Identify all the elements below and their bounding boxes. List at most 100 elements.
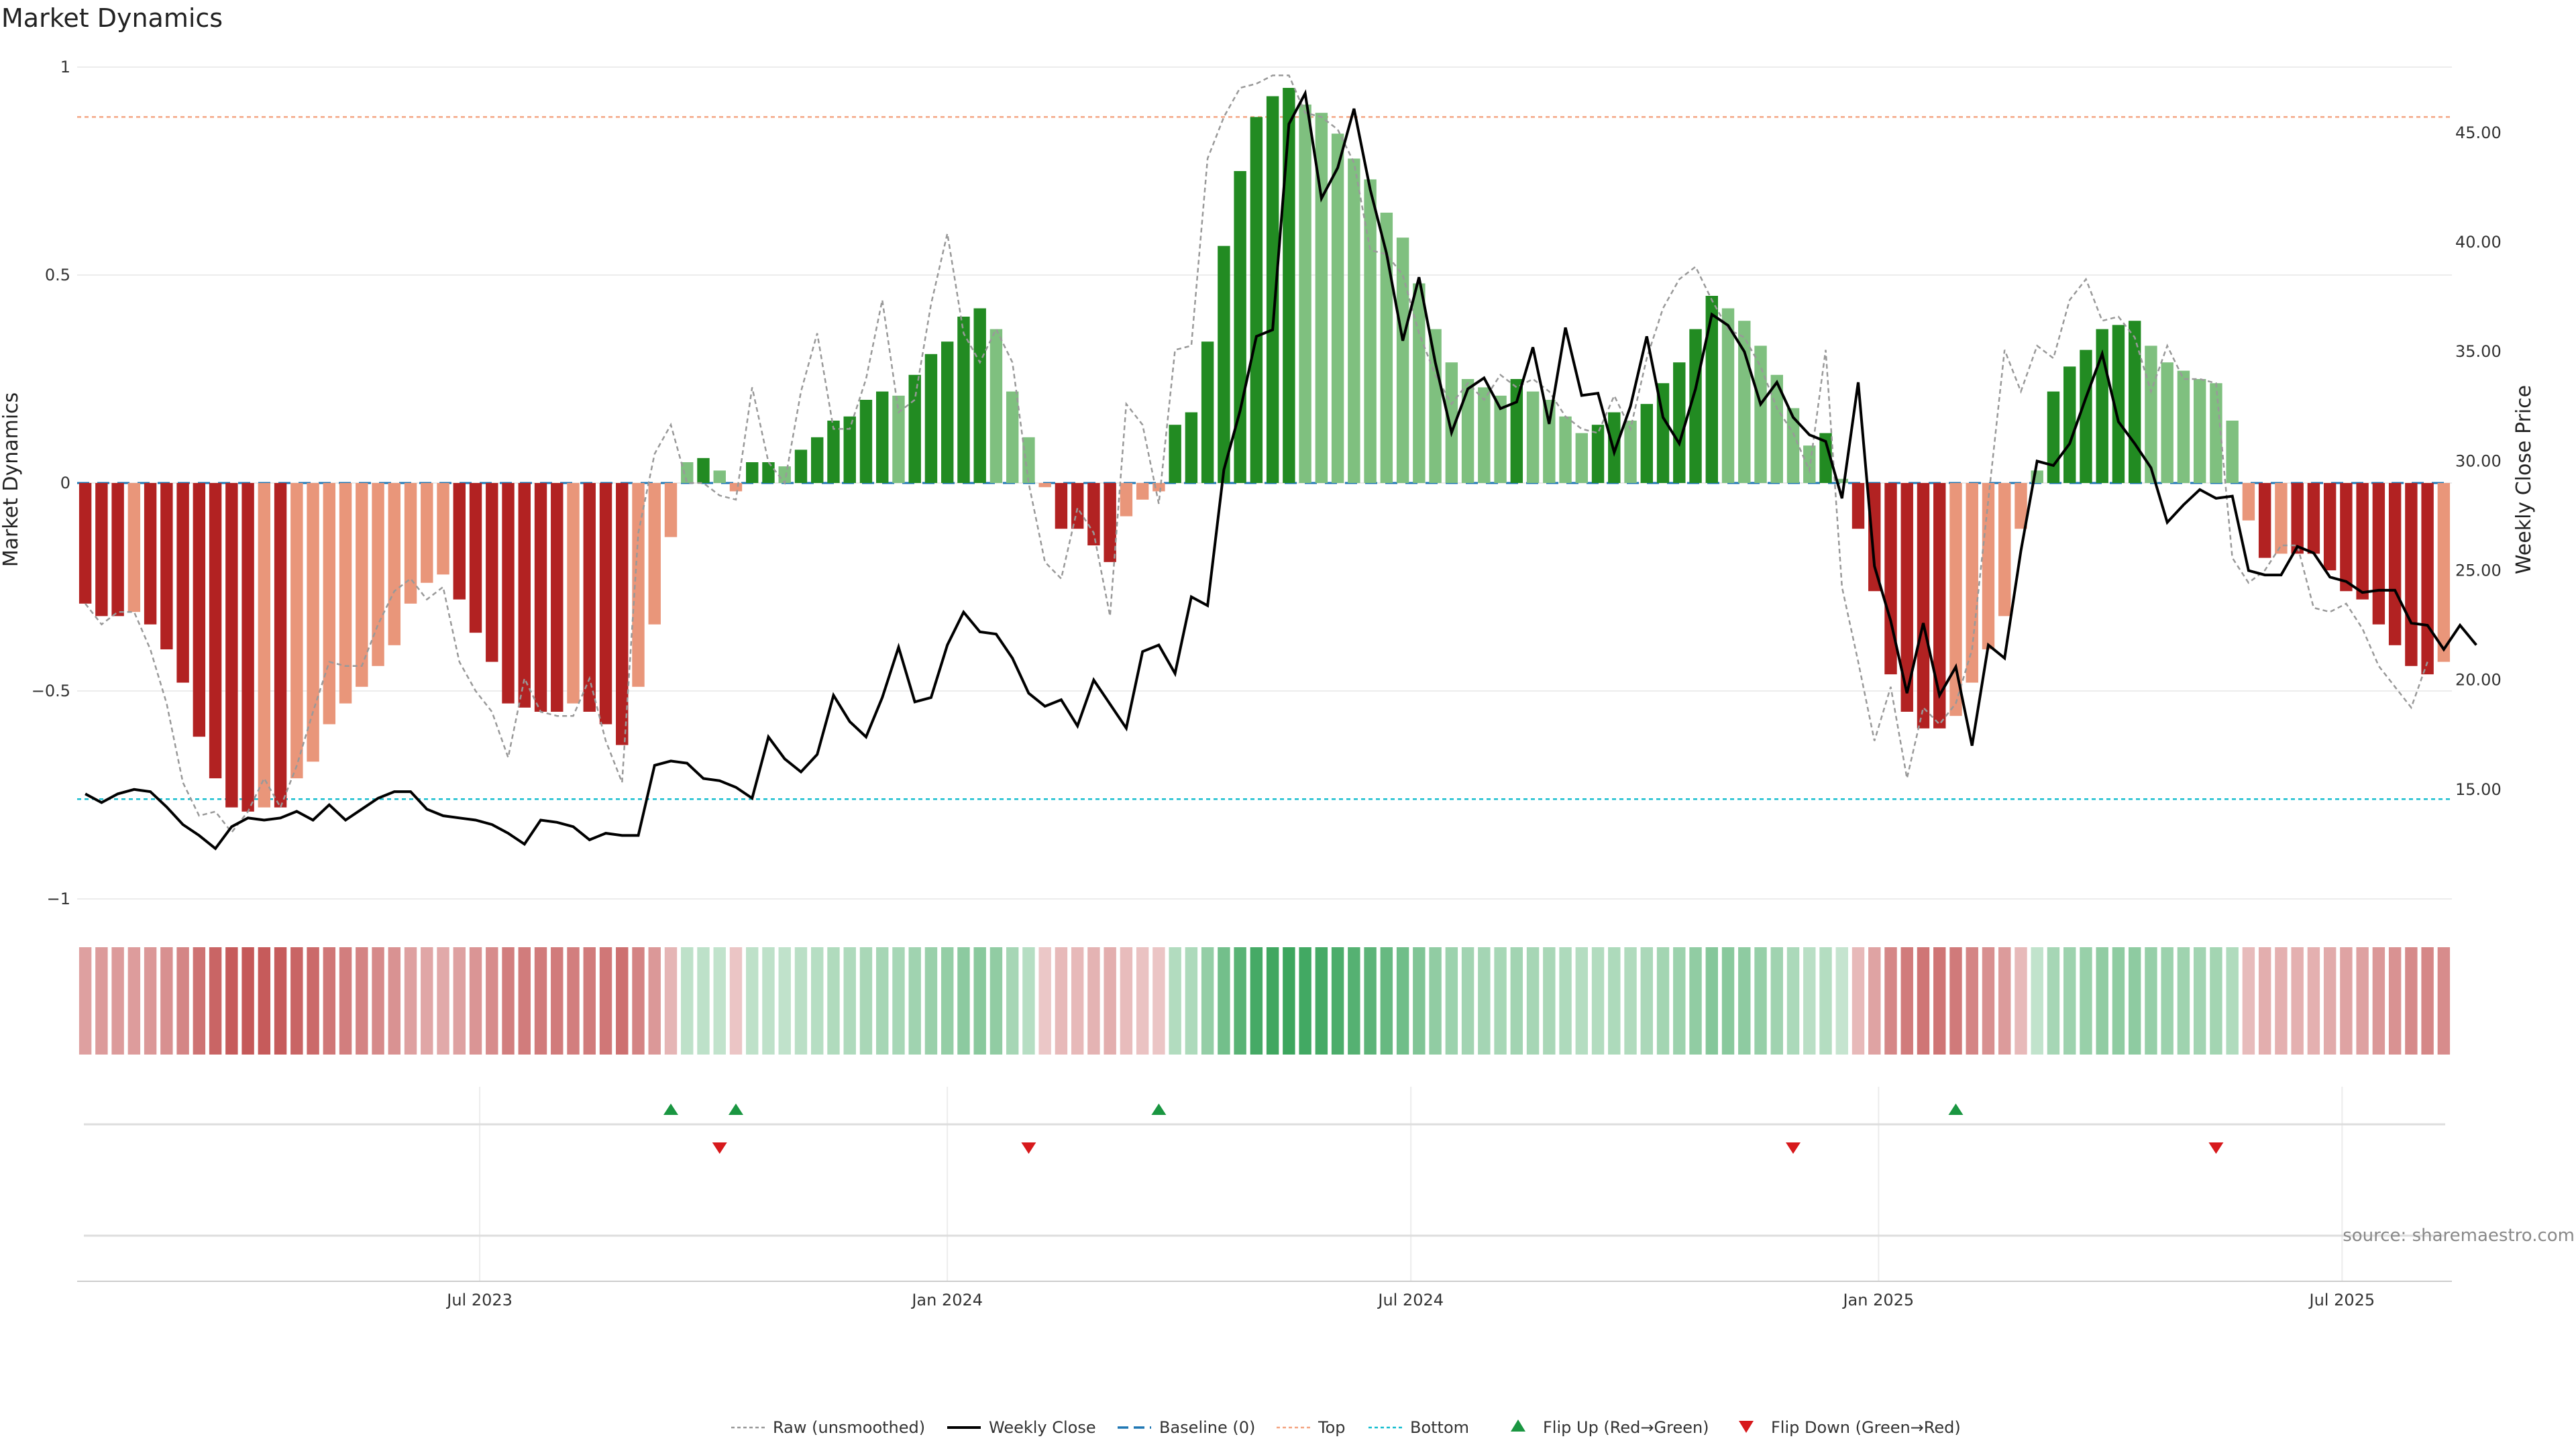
strip-cell (648, 947, 661, 1055)
bar (1201, 341, 1214, 483)
strip-cell (2080, 947, 2092, 1055)
bar (2063, 366, 2076, 483)
bar (2275, 483, 2288, 554)
strip-cell (941, 947, 954, 1055)
strip-cell (827, 947, 840, 1055)
bar (892, 395, 905, 483)
bar (339, 483, 352, 704)
strip-cell (1120, 947, 1133, 1055)
strip-cell (2356, 947, 2369, 1055)
bar (290, 483, 303, 779)
strip-cell (1982, 947, 1995, 1055)
bar (1933, 483, 1946, 729)
bar (1982, 483, 1995, 649)
bar (258, 483, 271, 808)
strip-cell (892, 947, 905, 1055)
bar (1315, 113, 1328, 483)
strip-cell (1494, 947, 1507, 1055)
strip-cell (681, 947, 694, 1055)
bar (486, 483, 498, 662)
strip-cell (2145, 947, 2157, 1055)
bar (274, 483, 287, 808)
strip-cell (632, 947, 645, 1055)
bar (859, 400, 873, 483)
legend-item-top: Top (1277, 1418, 1346, 1437)
bar (323, 483, 336, 724)
strip-cell (729, 947, 743, 1055)
bar (2193, 379, 2206, 483)
legend: Raw (unsmoothed) Weekly Close Baseline (0)… (731, 1418, 1961, 1437)
bar (160, 483, 173, 649)
strip-cell (924, 947, 938, 1055)
y2-tick-label: 30.00 (2455, 451, 2502, 470)
y2-axis-label: Weekly Close Price (2512, 385, 2536, 574)
strip-cell (1038, 947, 1051, 1055)
bar (1429, 329, 1442, 483)
bar (518, 483, 531, 708)
bar (1851, 483, 1865, 529)
flip-down-marker (712, 1142, 727, 1154)
bar (1543, 400, 1556, 483)
bar (1234, 171, 1246, 483)
strip-cell (2275, 947, 2288, 1055)
bar (2015, 483, 2027, 529)
y2-tick-label: 35.00 (2455, 342, 2502, 361)
bar (1591, 425, 1605, 483)
bar (2226, 421, 2239, 483)
bar (843, 416, 856, 483)
strip-cell (664, 947, 678, 1055)
bar (908, 374, 921, 483)
bar (372, 483, 384, 666)
strip-cell (1510, 947, 1523, 1055)
bar (437, 483, 449, 575)
bar (1071, 483, 1084, 529)
strip-cell (356, 947, 368, 1055)
bar (78, 483, 92, 604)
y2-tick-label: 45.00 (2455, 123, 2502, 142)
price-lines (85, 74, 2477, 851)
strip-cell (2031, 947, 2043, 1055)
y2-tick-label: 40.00 (2455, 233, 2502, 252)
y-axis-ticks: 1 0.5 0 −0.5 −1 (32, 58, 70, 908)
strip-cell (2128, 947, 2141, 1055)
strip-cell (1071, 947, 1084, 1055)
legend-item-flip-up: Flip Up (Red→Green) (1511, 1418, 1709, 1437)
bars (78, 88, 2451, 812)
flip-down-marker (1786, 1142, 1801, 1154)
bar (1510, 379, 1523, 483)
strip-cell (388, 947, 401, 1055)
strip-cell (1185, 947, 1198, 1055)
bar (1087, 483, 1100, 545)
bar (2437, 483, 2451, 662)
strip-cell (1917, 947, 1930, 1055)
strip-cell (2372, 947, 2385, 1055)
bar (713, 470, 726, 483)
strip-cell (2291, 947, 2304, 1055)
strip-cell (794, 947, 808, 1055)
strip-cell (1786, 947, 1800, 1055)
strip-cell (599, 947, 612, 1055)
legend-swatch (1739, 1421, 1754, 1433)
strip-cell (1868, 947, 1881, 1055)
bar (1445, 362, 1458, 483)
strip-cell (209, 947, 222, 1055)
bar (697, 458, 710, 483)
bar (144, 483, 157, 625)
strip-cell (144, 947, 157, 1055)
strip-cell (258, 947, 271, 1055)
bar (1624, 421, 1637, 483)
bar (1559, 416, 1572, 483)
y-tick-label: 1 (60, 58, 70, 76)
y-axis-label: Market Dynamics (0, 392, 23, 568)
bar (2080, 350, 2092, 483)
bar (1136, 483, 1149, 500)
bar (1689, 329, 1702, 483)
strip-cell (1591, 947, 1605, 1055)
legend-label: Baseline (0) (1159, 1418, 1255, 1437)
strip-cell (1445, 947, 1458, 1055)
y2-tick-label: 15.00 (2455, 780, 2502, 799)
bar (1348, 158, 1360, 483)
strip-cell (1559, 947, 1572, 1055)
strip-cell (486, 947, 498, 1055)
weekly-close-line (85, 89, 2477, 851)
